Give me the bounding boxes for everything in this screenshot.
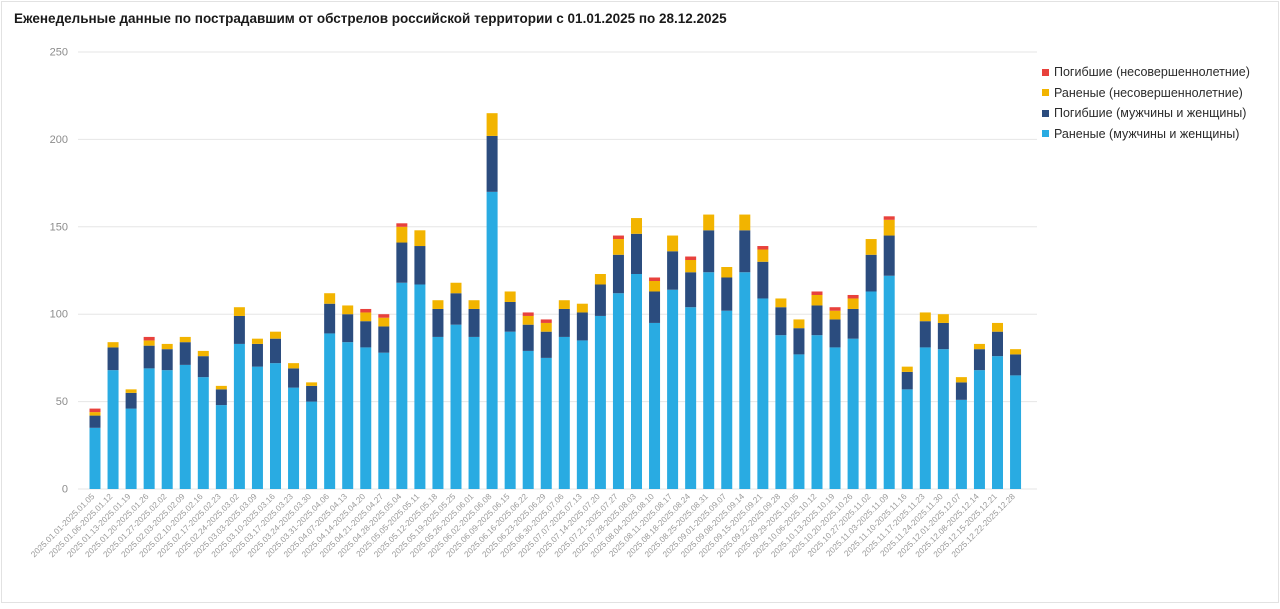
svg-text:50: 50 (56, 396, 68, 408)
svg-text:150: 150 (50, 221, 68, 233)
svg-text:200: 200 (50, 134, 68, 146)
svg-text:100: 100 (50, 309, 68, 321)
svg-text:250: 250 (50, 47, 68, 59)
svg-text:0: 0 (62, 484, 68, 496)
